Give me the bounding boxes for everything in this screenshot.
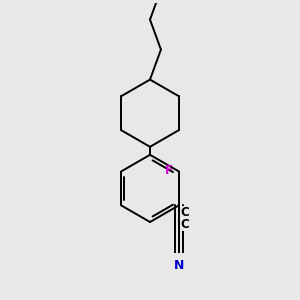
Text: C: C xyxy=(181,206,189,219)
Text: F: F xyxy=(165,164,173,178)
Text: N: N xyxy=(174,259,184,272)
Text: C: C xyxy=(181,218,189,231)
